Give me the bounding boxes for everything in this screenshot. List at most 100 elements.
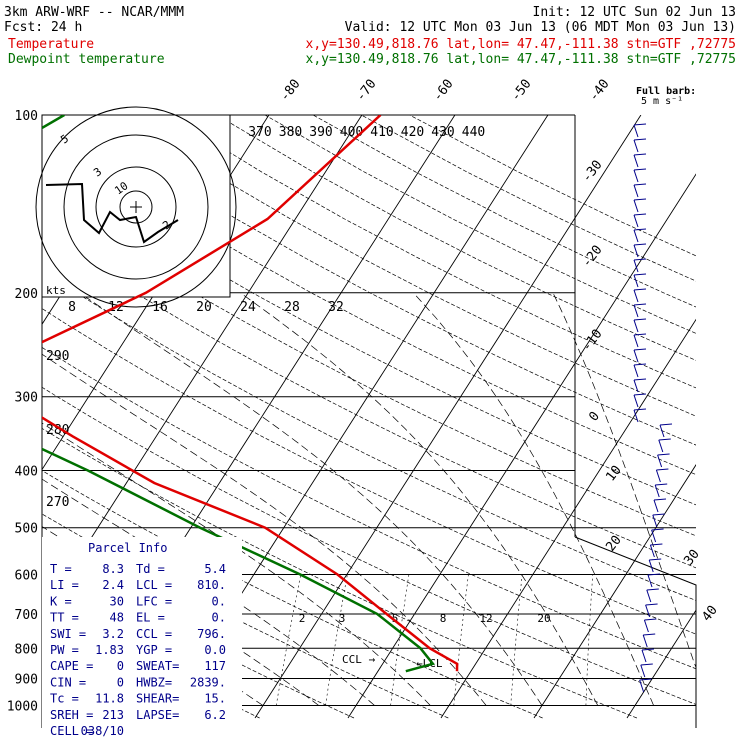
isotherm-label: -40 <box>586 77 612 105</box>
wind-barb <box>646 589 652 603</box>
wind-barb-flag <box>633 168 647 171</box>
wind-barb-flag <box>658 438 671 441</box>
wind-barb <box>657 454 663 468</box>
isotherm-label: 20 <box>603 533 624 555</box>
parcel-value: 0.0 <box>204 643 226 657</box>
wind-barb-flag <box>633 213 647 216</box>
isotherm-line <box>347 173 696 719</box>
wind-barb <box>643 619 649 633</box>
parcel-key: CCL = <box>136 627 172 641</box>
isotherm-line <box>720 115 740 718</box>
hodograph-speed-label: 20 <box>196 300 212 315</box>
theta-label: 390 <box>309 125 332 140</box>
parcel-value: 0 <box>117 675 124 689</box>
wind-barb-flag <box>647 573 661 576</box>
isotherm-line <box>42 115 363 616</box>
mixing-ratio-label: 5 <box>392 612 399 625</box>
wind-barb-flag <box>633 288 647 291</box>
pressure-label: 400 <box>15 465 38 480</box>
isotherm-label: -60 <box>430 77 456 105</box>
temperature-profile <box>42 115 459 672</box>
wind-barb <box>658 439 664 453</box>
pressure-label: 100 <box>15 109 38 124</box>
wind-barb <box>633 154 639 168</box>
moist-adiabat-line <box>42 422 431 706</box>
parcel-key: LFC = <box>136 594 172 608</box>
parcel-value: 6.2 <box>204 708 226 722</box>
theta-label: 270 <box>46 495 69 510</box>
isotherm-label: 40 <box>699 603 720 625</box>
parcel-key: CIN = <box>50 675 86 689</box>
wind-barb <box>659 424 665 438</box>
parcel-value: 0. <box>212 611 226 625</box>
dry-adiabat-line <box>42 386 696 705</box>
wind-barb <box>633 319 639 333</box>
isotherm-line <box>254 115 642 719</box>
wind-barb <box>633 304 639 318</box>
pressure-label: 1000 <box>7 699 38 714</box>
hodograph-ring-label: 10 <box>112 179 130 197</box>
wind-barb-flag <box>653 498 667 501</box>
parcel-value: 5.4 <box>204 562 226 576</box>
wind-barb <box>642 634 648 648</box>
wind-barb <box>633 409 639 423</box>
pressure-label: 300 <box>15 391 38 406</box>
model-title: 3km ARW-WRF -- NCAR/MMM <box>4 5 184 20</box>
wind-barb-flag <box>633 243 647 246</box>
parcel-key: LCL = <box>136 578 172 592</box>
wind-barb <box>633 394 639 408</box>
moist-adiabat-line <box>42 526 320 706</box>
parcel-key: LI = <box>50 578 79 592</box>
parcel-key: CAPE = <box>50 659 93 673</box>
wind-barb-flag <box>641 648 655 651</box>
wind-barb-flag <box>652 513 665 516</box>
parcel-value: 30 <box>110 594 124 608</box>
isotherm-label: 0 <box>586 409 603 424</box>
wind-barb <box>633 184 639 198</box>
ccl-label: CCL → <box>342 653 375 666</box>
parcel-key: TT = <box>50 611 79 625</box>
pressure-label: 200 <box>15 287 38 302</box>
wind-barb-flag <box>633 273 647 276</box>
wind-barb <box>633 334 639 348</box>
wind-barb <box>633 124 639 138</box>
wind-barb-flag <box>659 423 673 426</box>
wind-barb-flag <box>649 558 662 561</box>
parcel-key: SREH = <box>50 708 93 722</box>
dry-adiabat-line <box>361 115 696 282</box>
isotherm-label: -70 <box>353 77 379 105</box>
wind-barb-flag <box>646 588 659 591</box>
wind-barb <box>633 244 639 258</box>
moist-adiabat-line <box>552 292 696 669</box>
theta-label: 430 <box>431 125 454 140</box>
wind-barb-flag <box>633 348 647 351</box>
isotherm-line <box>626 609 696 719</box>
wind-barb <box>633 229 639 243</box>
wind-barb <box>633 289 639 303</box>
mixing-ratio-label: 8 <box>440 612 447 625</box>
wind-barb-flag <box>633 408 647 411</box>
wind-barb <box>633 274 639 288</box>
wind-barb-flag <box>657 453 670 456</box>
parcel-key: K = <box>50 594 72 608</box>
wind-barb <box>649 544 655 558</box>
pressure-label: 900 <box>15 672 38 687</box>
parcel-key: CELL = <box>50 724 93 738</box>
temperature-location-info: x,y=130.49,818.76 lat,lon= 47.47,-111.38… <box>306 37 736 52</box>
wind-barb <box>633 349 639 363</box>
isotherm-label: -50 <box>508 77 534 105</box>
parcel-key: Td = <box>136 562 165 576</box>
parcel-key: HWBZ= <box>136 675 172 689</box>
mixing-ratio-label: 12 <box>479 612 492 625</box>
parcel-value: 810. <box>197 578 226 592</box>
wind-barb <box>655 469 661 483</box>
wind-barb <box>654 484 660 498</box>
wind-barb-flag <box>633 228 647 231</box>
wind-barb-flag <box>656 468 669 471</box>
isotherm-label: -20 <box>579 243 605 271</box>
parcel-key: Tc = <box>50 692 79 706</box>
isotherm-line <box>533 464 696 719</box>
